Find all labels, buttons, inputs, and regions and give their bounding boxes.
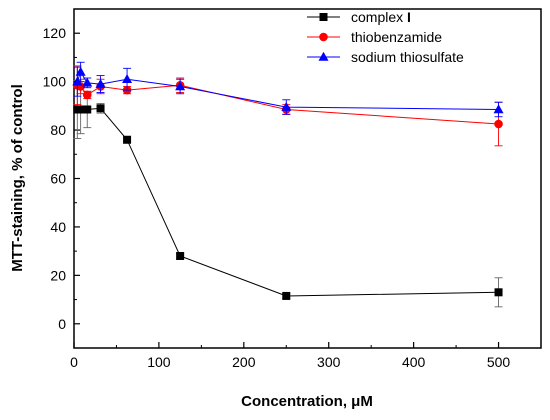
plot-frame <box>73 8 542 349</box>
data-point <box>176 251 185 260</box>
legend-marker <box>319 32 328 42</box>
data-point <box>72 76 83 86</box>
data-point <box>175 81 186 91</box>
x-tick-label: 200 <box>232 354 256 370</box>
y-tick-label: 100 <box>43 74 67 90</box>
x-axis-label: Concentration, μM <box>241 393 373 410</box>
series-line <box>77 107 499 297</box>
legend-label-name: complex <box>351 9 403 25</box>
series-triangle <box>72 61 504 118</box>
legend-label-name: sodium thiosulfate <box>351 49 464 65</box>
legend-label: complex I <box>351 9 411 25</box>
data-point <box>122 74 133 84</box>
legend-marker <box>319 13 328 21</box>
y-tick-label: 60 <box>50 171 66 187</box>
series-square <box>73 79 503 308</box>
legend-label-suffix: I <box>407 9 411 25</box>
data-point <box>123 135 132 144</box>
series-layer <box>72 61 504 308</box>
x-axis: 0 100 200 300 400 500 <box>70 342 510 370</box>
data-point <box>494 119 503 129</box>
data-point <box>282 291 291 300</box>
x-tick-label: 100 <box>147 354 171 370</box>
data-point <box>494 288 503 297</box>
legend-label: sodium thiosulfate <box>351 49 464 65</box>
legend-label: thiobenzamide <box>351 29 442 45</box>
legend-label-name: thiobenzamide <box>351 29 442 45</box>
series-line <box>76 70 499 110</box>
y-axis: 0 20 40 60 80 100 120 <box>43 25 80 332</box>
x-tick-label: 0 <box>70 354 78 370</box>
x-tick-label: 500 <box>487 354 511 370</box>
x-tick-label: 300 <box>317 354 341 370</box>
x-tick-label: 400 <box>402 354 426 370</box>
y-tick-label: 120 <box>43 25 67 41</box>
data-point <box>76 105 85 114</box>
y-tick-label: 40 <box>50 219 66 235</box>
data-point <box>83 105 92 114</box>
data-point <box>96 104 105 113</box>
y-tick-label: 80 <box>50 122 66 138</box>
legend-marker <box>318 51 329 61</box>
y-tick-label: 0 <box>58 316 66 332</box>
y-axis-label: MTT-staining, % of control <box>9 84 26 272</box>
data-point <box>82 77 93 87</box>
data-point <box>75 66 86 76</box>
y-tick-label: 20 <box>50 267 66 283</box>
data-point <box>82 90 92 100</box>
data-point <box>281 101 292 111</box>
data-point <box>493 104 504 114</box>
data-point <box>95 78 106 88</box>
